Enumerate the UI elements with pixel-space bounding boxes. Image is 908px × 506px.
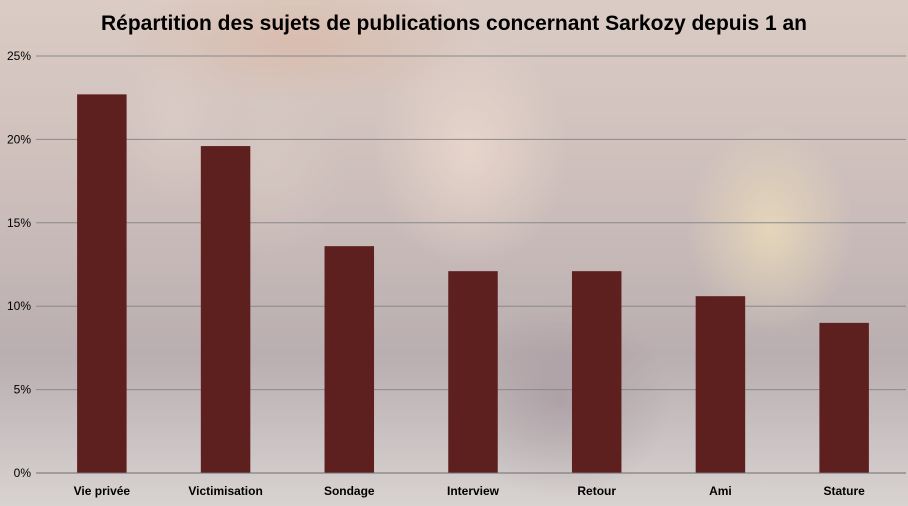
x-category-label: Retour [577,484,616,498]
y-tick-label: 25% [7,49,31,63]
x-category-label: Stature [823,484,865,498]
y-axis-ticks: 0% 5% 10% 15% 20% 25% [7,49,31,480]
bar-sondage [324,246,375,473]
x-category-label: Ami [709,484,732,498]
bar-interview [448,271,498,473]
y-tick-label: 10% [7,299,31,313]
bar-stature [819,322,869,473]
bar-ami [695,296,746,473]
chart-title: Répartition des sujets de publications c… [100,12,807,35]
bar-retour [571,271,622,473]
y-tick-label: 5% [14,383,32,397]
x-category-label: Vie privée [74,484,131,498]
x-category-label: Sondage [324,484,375,498]
bar-vie-priv-e [77,94,127,473]
x-category-label: Interview [447,484,500,498]
bar-victimisation [200,146,251,473]
x-category-label: Victimisation [188,484,262,498]
y-tick-label: 0% [14,466,32,480]
y-tick-label: 15% [7,216,31,230]
bars [77,94,869,473]
x-axis-categories: Vie privée Victimisation Sondage Interview R… [74,484,866,498]
y-tick-label: 20% [7,132,31,146]
